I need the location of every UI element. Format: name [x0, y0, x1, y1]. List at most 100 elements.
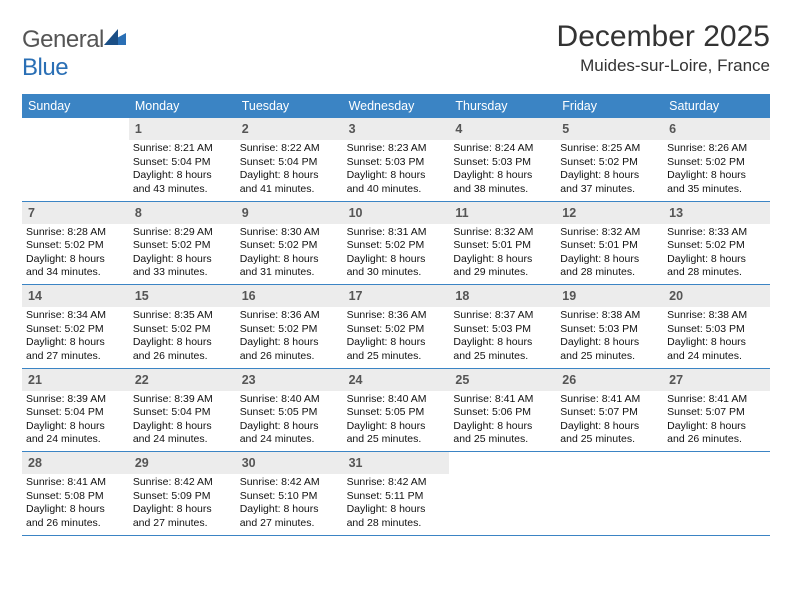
calendar-cell: 28Sunrise: 8:41 AMSunset: 5:08 PMDayligh…: [22, 452, 129, 535]
sun-dl1: Daylight: 8 hours: [560, 336, 659, 349]
sun-set: Sunset: 5:04 PM: [133, 406, 232, 419]
sun-dl1: Daylight: 8 hours: [560, 420, 659, 433]
flag-icon: [104, 29, 126, 47]
daynum-row: 9: [236, 202, 343, 224]
sun-set: Sunset: 5:08 PM: [26, 490, 125, 503]
day-number: 13: [669, 206, 683, 220]
sun-dl2: and 25 minutes.: [560, 433, 659, 446]
sun-dl2: and 31 minutes.: [240, 266, 339, 279]
sun-rise: Sunrise: 8:36 AM: [347, 309, 446, 322]
calendar-header-row: Sunday Monday Tuesday Wednesday Thursday…: [22, 94, 770, 118]
sun-set: Sunset: 5:02 PM: [347, 323, 446, 336]
day-number: 22: [135, 373, 149, 387]
calendar-cell: 13Sunrise: 8:33 AMSunset: 5:02 PMDayligh…: [663, 202, 770, 285]
day-header: Sunday: [22, 94, 129, 118]
calendar-cell: 23 Sunrise: 8:40 AMSunset: 5:05 PMDayligh…: [236, 369, 343, 452]
sun-dl1: Daylight: 8 hours: [347, 503, 446, 516]
sun-set: Sunset: 5:02 PM: [133, 239, 232, 252]
sun-set: Sunset: 5:05 PM: [240, 406, 339, 419]
day-number: 29: [135, 456, 149, 470]
sun-info: Sunrise: 8:39 AMSunset: 5:04 PMDaylight:…: [133, 393, 232, 447]
sun-dl2: and 24 minutes.: [133, 433, 232, 446]
sun-info: Sunrise: 8:40 AMSunset: 5:05 PMDaylight:…: [347, 393, 446, 447]
daynum-row: 17: [343, 285, 450, 307]
sun-rise: Sunrise: 8:28 AM: [26, 226, 125, 239]
daynum-row: 22: [129, 369, 236, 391]
day-number: 8: [135, 206, 142, 220]
calendar-cell: 31Sunrise: 8:42 AMSunset: 5:11 PMDayligh…: [343, 452, 450, 535]
day-number: 30: [242, 456, 256, 470]
calendar-cell: 24Sunrise: 8:40 AMSunset: 5:05 PMDayligh…: [343, 369, 450, 452]
day-number: 19: [562, 289, 576, 303]
sun-set: Sunset: 5:02 PM: [560, 156, 659, 169]
sun-dl1: Daylight: 8 hours: [240, 253, 339, 266]
sun-rise: Sunrise: 8:23 AM: [347, 142, 446, 155]
sun-set: Sunset: 5:03 PM: [667, 323, 766, 336]
calendar-cell: 6Sunrise: 8:26 AMSunset: 5:02 PMDaylight…: [663, 118, 770, 201]
sun-dl1: Daylight: 8 hours: [133, 503, 232, 516]
sun-set: Sunset: 5:09 PM: [133, 490, 232, 503]
sun-set: Sunset: 5:04 PM: [26, 406, 125, 419]
sun-dl2: and 27 minutes.: [240, 517, 339, 530]
calendar-week: 7Sunrise: 8:28 AMSunset: 5:02 PMDaylight…: [22, 202, 770, 286]
sun-dl1: Daylight: 8 hours: [26, 503, 125, 516]
sun-dl2: and 26 minutes.: [240, 350, 339, 363]
sun-rise: Sunrise: 8:21 AM: [133, 142, 232, 155]
sun-info: Sunrise: 8:38 AMSunset: 5:03 PMDaylight:…: [560, 309, 659, 363]
daynum-row: 6: [663, 118, 770, 140]
sun-info: Sunrise: 8:34 AMSunset: 5:02 PMDaylight:…: [26, 309, 125, 363]
sun-dl2: and 43 minutes.: [133, 183, 232, 196]
sun-rise: Sunrise: 8:40 AM: [240, 393, 339, 406]
daynum-row: 8: [129, 202, 236, 224]
sun-rise: Sunrise: 8:32 AM: [453, 226, 552, 239]
sun-dl1: Daylight: 8 hours: [240, 420, 339, 433]
sun-set: Sunset: 5:07 PM: [667, 406, 766, 419]
sun-info: Sunrise: 8:21 AMSunset: 5:04 PMDaylight:…: [133, 142, 232, 196]
title-block: December 2025 Muides-sur-Loire, France: [557, 20, 770, 76]
sun-set: Sunset: 5:01 PM: [453, 239, 552, 252]
sun-set: Sunset: 5:07 PM: [560, 406, 659, 419]
sun-dl2: and 26 minutes.: [133, 350, 232, 363]
sun-dl1: Daylight: 8 hours: [560, 169, 659, 182]
daynum-row: 12: [556, 202, 663, 224]
sun-info: Sunrise: 8:42 AMSunset: 5:11 PMDaylight:…: [347, 476, 446, 530]
sun-dl2: and 35 minutes.: [667, 183, 766, 196]
sun-rise: Sunrise: 8:25 AM: [560, 142, 659, 155]
sun-info: Sunrise: 8:28 AMSunset: 5:02 PMDaylight:…: [26, 226, 125, 280]
sun-dl1: Daylight: 8 hours: [347, 253, 446, 266]
sun-rise: Sunrise: 8:41 AM: [667, 393, 766, 406]
sun-info: Sunrise: 8:37 AMSunset: 5:03 PMDaylight:…: [453, 309, 552, 363]
sun-dl2: and 24 minutes.: [240, 433, 339, 446]
calendar-cell: 4Sunrise: 8:24 AMSunset: 5:03 PMDaylight…: [449, 118, 556, 201]
daynum-row: 24: [343, 369, 450, 391]
page: GeneralBlue December 2025 Muides-sur-Loi…: [0, 0, 792, 612]
sun-rise: Sunrise: 8:38 AM: [560, 309, 659, 322]
sun-rise: Sunrise: 8:42 AM: [240, 476, 339, 489]
sun-dl2: and 25 minutes.: [453, 433, 552, 446]
daynum-row: 23: [236, 369, 343, 391]
sun-set: Sunset: 5:02 PM: [133, 323, 232, 336]
sun-dl1: Daylight: 8 hours: [133, 169, 232, 182]
sun-info: Sunrise: 8:29 AMSunset: 5:02 PMDaylight:…: [133, 226, 232, 280]
sun-dl2: and 37 minutes.: [560, 183, 659, 196]
sun-dl2: and 25 minutes.: [347, 350, 446, 363]
sun-dl1: Daylight: 8 hours: [347, 420, 446, 433]
daynum-row: 30: [236, 452, 343, 474]
day-header: Monday: [129, 94, 236, 118]
day-header: Tuesday: [236, 94, 343, 118]
calendar-week: 14Sunrise: 8:34 AMSunset: 5:02 PMDayligh…: [22, 285, 770, 369]
sun-set: Sunset: 5:02 PM: [240, 323, 339, 336]
calendar-cell: 9Sunrise: 8:30 AMSunset: 5:02 PMDaylight…: [236, 202, 343, 285]
day-number: 16: [242, 289, 256, 303]
calendar: Sunday Monday Tuesday Wednesday Thursday…: [22, 94, 770, 536]
daynum-row: 16: [236, 285, 343, 307]
day-number: 10: [349, 206, 363, 220]
sun-rise: Sunrise: 8:40 AM: [347, 393, 446, 406]
day-number: 7: [28, 206, 35, 220]
sun-dl2: and 24 minutes.: [26, 433, 125, 446]
sun-info: Sunrise: 8:42 AMSunset: 5:09 PMDaylight:…: [133, 476, 232, 530]
sun-dl2: and 25 minutes.: [560, 350, 659, 363]
sun-dl2: and 28 minutes.: [560, 266, 659, 279]
sun-dl1: Daylight: 8 hours: [240, 336, 339, 349]
day-number: 25: [455, 373, 469, 387]
